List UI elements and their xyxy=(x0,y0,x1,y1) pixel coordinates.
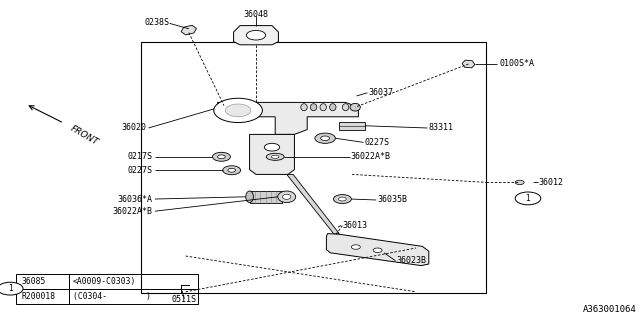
Text: 0227S: 0227S xyxy=(127,166,152,175)
Polygon shape xyxy=(234,26,278,45)
Circle shape xyxy=(333,195,351,204)
Ellipse shape xyxy=(310,104,317,111)
Ellipse shape xyxy=(350,103,360,111)
Circle shape xyxy=(246,30,266,40)
Text: 36023B: 36023B xyxy=(397,256,427,265)
Bar xyxy=(250,191,282,203)
Circle shape xyxy=(515,192,541,205)
Ellipse shape xyxy=(320,104,326,111)
Circle shape xyxy=(214,98,262,123)
Polygon shape xyxy=(250,134,294,174)
Text: 36035B: 36035B xyxy=(378,196,408,204)
Circle shape xyxy=(339,197,346,201)
Text: 83311: 83311 xyxy=(429,124,454,132)
Text: 36012: 36012 xyxy=(539,178,564,187)
Text: 36085: 36085 xyxy=(21,277,45,286)
Circle shape xyxy=(321,136,330,140)
Ellipse shape xyxy=(301,104,307,111)
Ellipse shape xyxy=(246,191,253,203)
Text: A363001064: A363001064 xyxy=(583,305,637,314)
Polygon shape xyxy=(181,25,196,35)
Bar xyxy=(141,42,486,293)
Text: 36022A*B: 36022A*B xyxy=(113,207,152,216)
Text: 36048: 36048 xyxy=(243,10,269,19)
Ellipse shape xyxy=(342,104,349,111)
Text: 36013: 36013 xyxy=(342,221,367,230)
Circle shape xyxy=(351,245,360,249)
Circle shape xyxy=(212,152,230,161)
Circle shape xyxy=(315,133,335,143)
Text: 0100S*A: 0100S*A xyxy=(499,60,534,68)
Text: 0227S: 0227S xyxy=(365,138,390,147)
Polygon shape xyxy=(218,102,358,134)
Text: (C0304-        ): (C0304- ) xyxy=(73,292,151,301)
Circle shape xyxy=(228,168,236,172)
Ellipse shape xyxy=(271,155,279,158)
Text: 36037: 36037 xyxy=(368,88,393,97)
Polygon shape xyxy=(462,60,475,68)
Circle shape xyxy=(225,104,251,117)
Text: FRONT: FRONT xyxy=(68,124,100,147)
Text: 0511S: 0511S xyxy=(172,295,197,304)
Circle shape xyxy=(515,180,524,185)
Bar xyxy=(16,274,198,304)
Circle shape xyxy=(223,166,241,175)
Text: 1: 1 xyxy=(8,284,13,293)
Ellipse shape xyxy=(330,104,336,111)
Text: 1: 1 xyxy=(525,194,531,203)
Polygon shape xyxy=(326,234,429,266)
Text: R200018: R200018 xyxy=(21,292,55,301)
Circle shape xyxy=(373,248,382,252)
Polygon shape xyxy=(287,174,339,234)
Circle shape xyxy=(0,282,23,295)
Bar xyxy=(339,122,365,130)
Circle shape xyxy=(218,155,225,159)
Text: 0238S: 0238S xyxy=(145,18,170,27)
Circle shape xyxy=(264,143,280,151)
Ellipse shape xyxy=(266,153,284,160)
Ellipse shape xyxy=(278,191,296,203)
Text: <A0009-C0303): <A0009-C0303) xyxy=(73,277,136,286)
Text: 36036*A: 36036*A xyxy=(117,195,152,204)
Text: 36020: 36020 xyxy=(121,124,146,132)
Text: 0217S: 0217S xyxy=(127,152,152,161)
Ellipse shape xyxy=(282,194,291,199)
Text: 36022A*B: 36022A*B xyxy=(351,152,390,161)
